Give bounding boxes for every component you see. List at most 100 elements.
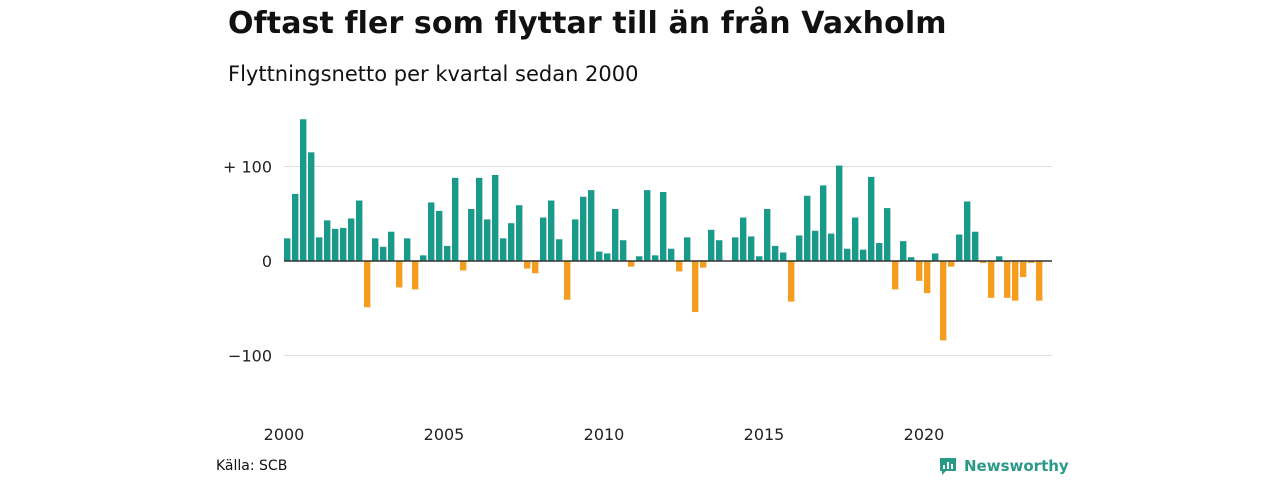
bar-2007K3 bbox=[524, 261, 531, 269]
bar-2018K2 bbox=[868, 176, 875, 261]
bar-2020K3 bbox=[940, 261, 947, 341]
bar-2017K1 bbox=[828, 233, 835, 261]
bar-2020K4 bbox=[948, 261, 955, 267]
bar-2021K1 bbox=[956, 234, 963, 261]
bar-2011K1 bbox=[636, 256, 643, 261]
bar-2014K1 bbox=[732, 237, 739, 262]
bar-2006K2 bbox=[484, 219, 491, 261]
bar-2019K3 bbox=[908, 257, 915, 261]
bar-2010K2 bbox=[612, 209, 619, 261]
brand-name: Newsworthy bbox=[964, 457, 1069, 475]
bar-2017K2 bbox=[836, 165, 843, 261]
bar-2014K4 bbox=[756, 256, 763, 261]
x-tick-label: 2000 bbox=[264, 425, 305, 444]
chart-subtitle: Flyttningsnetto per kvartal sedan 2000 bbox=[228, 62, 639, 86]
bar-2001K4 bbox=[340, 227, 347, 261]
bar-2016K1 bbox=[796, 235, 803, 261]
bar-2013K2 bbox=[708, 229, 715, 261]
bar-2015K3 bbox=[780, 252, 787, 261]
bar-2017K4 bbox=[852, 217, 859, 261]
bar-2005K3 bbox=[460, 261, 467, 271]
y-tick-label: −100 bbox=[228, 347, 272, 366]
bar-2013K1 bbox=[700, 261, 707, 268]
y-tick-label: + 100 bbox=[223, 158, 272, 177]
bar-2023K3 bbox=[1036, 261, 1043, 301]
bar-2001K3 bbox=[332, 228, 339, 261]
bar-2023K2 bbox=[1028, 261, 1035, 263]
bar-2000K4 bbox=[308, 152, 315, 261]
bar-2008K1 bbox=[540, 217, 547, 261]
bar-2012K2 bbox=[676, 261, 683, 272]
bar-2021K4 bbox=[980, 261, 987, 263]
bar-2022K3 bbox=[1004, 261, 1011, 298]
bar-2000K1 bbox=[284, 238, 291, 261]
newsworthy-logo-icon bbox=[940, 458, 956, 475]
bar-2010K4 bbox=[628, 261, 635, 267]
bar-2008K3 bbox=[556, 239, 563, 261]
bar-2005K1 bbox=[444, 245, 451, 261]
bar-2015K2 bbox=[772, 245, 779, 261]
bar-2009K3 bbox=[588, 190, 595, 262]
bar-2007K1 bbox=[508, 223, 515, 261]
bar-2002K1 bbox=[348, 218, 355, 261]
bar-2011K4 bbox=[660, 192, 667, 261]
x-tick-label: 2005 bbox=[424, 425, 465, 444]
bar-2007K4 bbox=[532, 261, 539, 274]
bar-2001K2 bbox=[324, 220, 331, 261]
bar-2014K2 bbox=[740, 217, 747, 261]
bar-2013K3 bbox=[716, 240, 723, 261]
bar-2005K4 bbox=[468, 209, 475, 261]
bar-2006K1 bbox=[476, 177, 483, 261]
bar-2019K4 bbox=[916, 261, 923, 281]
bar-2020K2 bbox=[932, 253, 939, 261]
bar-2012K1 bbox=[668, 248, 675, 262]
bar-2006K4 bbox=[500, 238, 507, 261]
bar-2022K1 bbox=[988, 261, 995, 298]
bar-2000K2 bbox=[292, 193, 299, 261]
bar-2007K2 bbox=[516, 205, 523, 261]
x-tick-label: 2020 bbox=[904, 425, 945, 444]
bar-2004K4 bbox=[436, 210, 443, 261]
bar-2008K2 bbox=[548, 200, 555, 261]
bar-2004K1 bbox=[412, 261, 419, 290]
bar-2003K3 bbox=[396, 261, 403, 288]
bar-2001K1 bbox=[316, 237, 323, 262]
bar-2018K4 bbox=[884, 208, 891, 261]
bar-2006K3 bbox=[492, 175, 499, 261]
y-axis-ticks: + 100 0 −100 bbox=[223, 158, 272, 366]
bar-2016K2 bbox=[804, 195, 811, 261]
bar-2009K4 bbox=[596, 251, 603, 261]
bar-2011K3 bbox=[652, 255, 659, 261]
x-tick-label: 2015 bbox=[744, 425, 785, 444]
bar-2021K2 bbox=[964, 201, 971, 261]
bar-2019K2 bbox=[900, 241, 907, 261]
bar-2015K1 bbox=[764, 209, 771, 261]
bar-2003K2 bbox=[388, 231, 395, 261]
bar-2019K1 bbox=[892, 261, 899, 290]
bar-2018K3 bbox=[876, 243, 883, 261]
bar-2008K4 bbox=[564, 261, 571, 300]
bar-2003K4 bbox=[404, 238, 411, 261]
grid-lines bbox=[284, 166, 1052, 356]
bar-2023K1 bbox=[1020, 261, 1027, 278]
bar-2009K2 bbox=[580, 196, 587, 261]
source-note: Källa: SCB bbox=[216, 458, 288, 474]
bar-2009K1 bbox=[572, 219, 579, 261]
bar-2022K2 bbox=[996, 256, 1003, 261]
bar-2010K3 bbox=[620, 240, 627, 261]
bar-2002K3 bbox=[364, 261, 371, 308]
bar-2004K2 bbox=[420, 255, 427, 261]
x-axis-ticks: 2000 2005 2010 2015 2020 bbox=[264, 425, 945, 444]
bar-2022K4 bbox=[1012, 261, 1019, 301]
bar-2016K4 bbox=[820, 185, 827, 261]
bars bbox=[284, 119, 1043, 341]
bar-2012K3 bbox=[684, 237, 691, 262]
bar-2021K3 bbox=[972, 231, 979, 261]
bar-2002K2 bbox=[356, 200, 363, 261]
brand-logo[interactable]: Newsworthy bbox=[938, 456, 1069, 476]
bar-2017K3 bbox=[844, 248, 851, 262]
bar-2015K4 bbox=[788, 261, 795, 302]
bar-2002K4 bbox=[372, 238, 379, 261]
bar-2005K2 bbox=[452, 177, 459, 261]
